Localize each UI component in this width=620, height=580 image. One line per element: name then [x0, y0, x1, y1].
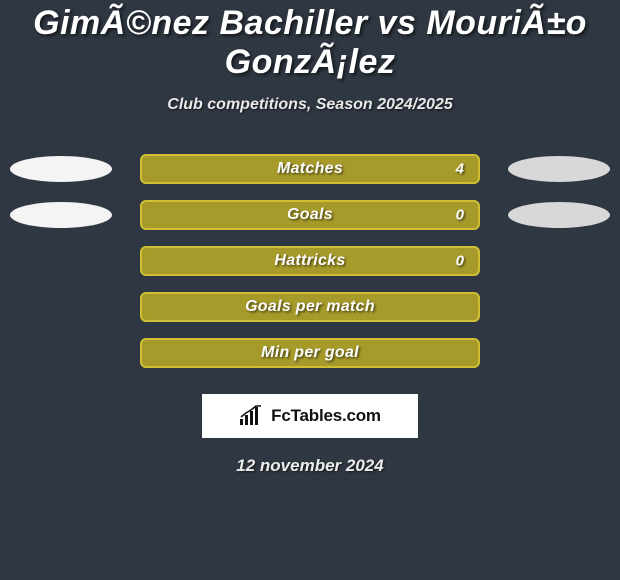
stat-label: Matches: [277, 160, 343, 178]
right-ellipse: [508, 156, 610, 182]
stat-bar: Min per goal: [140, 338, 480, 368]
subtitle: Club competitions, Season 2024/2025: [0, 96, 620, 114]
logo-text: FcTables.com: [271, 406, 381, 426]
stat-row: Goals 0: [0, 200, 620, 230]
stat-row: Hattricks 0: [0, 246, 620, 276]
stat-row: Matches 4: [0, 154, 620, 184]
right-spacer: [508, 340, 610, 366]
comparison-infographic: GimÃ©nez Bachiller vs MouriÃ±o GonzÃ¡lez…: [0, 0, 620, 476]
right-spacer: [508, 248, 610, 274]
left-spacer: [10, 340, 112, 366]
stat-label: Min per goal: [261, 344, 359, 362]
bars-icon: [239, 405, 265, 427]
stat-bar: Matches 4: [140, 154, 480, 184]
stat-label: Goals per match: [245, 298, 375, 316]
stat-row: Goals per match: [0, 292, 620, 322]
stat-label: Goals: [287, 206, 333, 224]
stat-value: 4: [456, 161, 464, 178]
stat-bar: Hattricks 0: [140, 246, 480, 276]
right-ellipse: [508, 202, 610, 228]
stat-value: 0: [456, 253, 464, 270]
stat-label: Hattricks: [274, 252, 345, 270]
left-ellipse: [10, 156, 112, 182]
left-spacer: [10, 248, 112, 274]
date-text: 12 november 2024: [0, 456, 620, 476]
logo: FcTables.com: [239, 405, 381, 427]
stat-bar: Goals per match: [140, 292, 480, 322]
stat-value: 0: [456, 207, 464, 224]
stat-bar: Goals 0: [140, 200, 480, 230]
left-ellipse: [10, 202, 112, 228]
stat-row: Min per goal: [0, 338, 620, 368]
logo-box[interactable]: FcTables.com: [202, 394, 418, 438]
right-spacer: [508, 294, 610, 320]
stat-rows: Matches 4 Goals 0 Hattricks 0 Goals per match M…: [0, 154, 620, 368]
page-title: GimÃ©nez Bachiller vs MouriÃ±o GonzÃ¡lez: [0, 4, 620, 82]
left-spacer: [10, 294, 112, 320]
